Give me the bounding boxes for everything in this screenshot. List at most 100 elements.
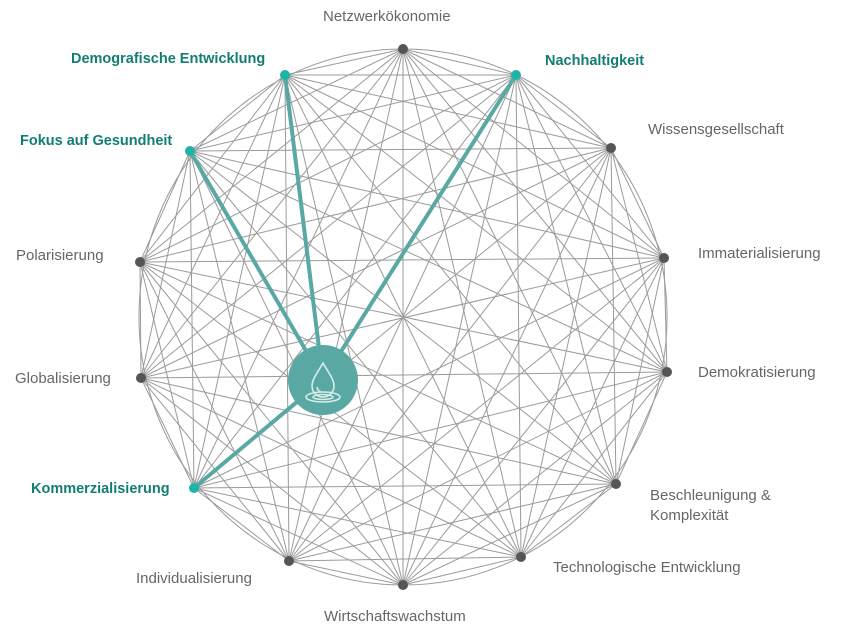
edge-line — [610, 147, 668, 373]
edge-line — [193, 74, 517, 489]
edge-line — [139, 150, 191, 263]
edge-line — [520, 257, 665, 558]
edge-line — [520, 371, 668, 558]
edge-line — [284, 74, 522, 558]
node — [662, 367, 672, 377]
edge-line — [139, 74, 517, 263]
edge-line — [284, 74, 404, 586]
edge-line — [284, 74, 665, 259]
highlighted-node — [280, 70, 290, 80]
edge-line — [189, 147, 612, 152]
node — [135, 257, 145, 267]
label-demokratisierung: Demokratisierung — [698, 364, 816, 381]
edge-line — [139, 147, 612, 263]
highlighted-node — [189, 483, 199, 493]
edge-line — [193, 487, 290, 562]
highlighted-node — [511, 70, 521, 80]
highlighted-node — [185, 146, 195, 156]
label-immaterialisierung: Immaterialisierung — [698, 245, 821, 262]
edge-line — [189, 48, 404, 152]
edge-line — [615, 257, 665, 485]
edge-line — [139, 261, 195, 489]
edge-line — [140, 74, 286, 379]
edge-line — [610, 147, 665, 259]
edge-line — [189, 150, 668, 373]
edge-line — [140, 48, 404, 379]
highlight-edge — [188, 149, 325, 382]
edge-line — [284, 74, 668, 373]
edge-line — [140, 377, 195, 489]
edge-line — [402, 257, 665, 586]
edge-line — [140, 150, 191, 379]
edge-line — [189, 74, 286, 152]
edge-line — [139, 74, 286, 263]
edge-line — [140, 377, 404, 586]
hub-circle — [288, 345, 358, 415]
edge-line — [140, 147, 612, 379]
label-netzwerkoekonomie: Netzwerkökonomie — [323, 8, 451, 25]
label-fokus-auf-gesundheit: Fokus auf Gesundheit — [20, 133, 173, 149]
node — [284, 556, 294, 566]
node — [659, 253, 669, 263]
edge-line — [189, 74, 517, 152]
edge-line — [515, 74, 617, 485]
edge-line — [663, 257, 668, 373]
edge-line — [140, 257, 665, 379]
edge-line — [615, 371, 668, 485]
edge-line — [288, 483, 617, 562]
edge-line — [402, 48, 617, 485]
edge-line — [402, 48, 612, 149]
label-individualisierung: Individualisierung — [136, 570, 252, 587]
edge-line — [193, 74, 286, 489]
edge-line — [139, 261, 617, 485]
node — [516, 552, 526, 562]
edge-line — [402, 147, 612, 586]
edge-line — [139, 257, 665, 263]
label-beschleunigung: Beschleunigung & — [650, 487, 771, 504]
edge-line — [189, 150, 617, 485]
node — [398, 44, 408, 54]
edge-line — [284, 74, 612, 149]
edge-line — [139, 48, 404, 263]
node — [611, 479, 621, 489]
node — [606, 143, 616, 153]
edge-line — [193, 483, 617, 489]
edge-line — [610, 147, 617, 485]
edge-line — [402, 556, 522, 586]
label-kommerzialisierung: Kommerzialisierung — [31, 481, 170, 497]
label-wissensgesellschaft: Wissensgesellschaft — [648, 121, 784, 138]
edge-line — [140, 74, 517, 379]
edge-line — [402, 48, 517, 76]
edge-line — [193, 257, 665, 489]
label-nachhaltigkeit: Nachhaltigkeit — [545, 53, 645, 69]
edge-line — [402, 48, 665, 259]
edge-line — [140, 377, 522, 558]
edge-line — [140, 377, 617, 485]
edge-line — [520, 483, 617, 558]
edge-line — [515, 74, 612, 149]
edge-line — [193, 371, 668, 489]
edge-line — [288, 560, 404, 586]
label-demografische-entwicklung: Demografische Entwicklung — [71, 51, 266, 67]
edge-line — [520, 147, 612, 558]
edge-line — [140, 371, 668, 379]
edge-line — [139, 261, 142, 379]
edge-line — [288, 371, 668, 562]
label-globalisierung: Globalisierung — [15, 370, 111, 387]
edge-line — [193, 487, 522, 558]
node — [136, 373, 146, 383]
highlight-edge — [283, 74, 325, 381]
label-komplexitaet: Komplexität — [650, 507, 729, 524]
edge-line — [288, 556, 522, 562]
edge-line — [288, 257, 665, 562]
highlight-edge — [321, 73, 518, 382]
edge-line — [189, 150, 522, 558]
edge-line — [139, 261, 290, 562]
label-polarisierung: Polarisierung — [16, 247, 104, 264]
edge-line — [402, 371, 668, 586]
water-drop-icon — [305, 361, 341, 403]
node — [398, 580, 408, 590]
edge-line — [193, 487, 404, 586]
